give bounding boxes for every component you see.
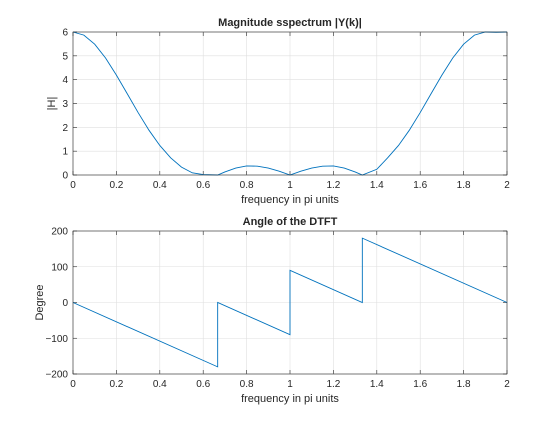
x-tick-label: 0.2: [109, 379, 123, 390]
x-axis-label: frequency in pi units: [241, 194, 339, 206]
x-tick-label: 2: [504, 379, 510, 390]
y-tick-label: 4: [62, 75, 68, 86]
x-tick-label: 0.4: [153, 379, 167, 390]
y-axis-label: |H|: [46, 97, 58, 111]
x-tick-label: 1.2: [326, 379, 340, 390]
y-tick-label: 3: [62, 99, 68, 110]
x-tick-label: 0.6: [196, 379, 210, 390]
x-tick-label: 1.4: [370, 379, 384, 390]
x-tick-label: 0.2: [109, 180, 123, 191]
x-tick-label: 0.4: [153, 180, 167, 191]
x-tick-label: 0: [70, 180, 76, 191]
y-tick-label: 100: [51, 262, 68, 273]
x-tick-label: 1.8: [457, 180, 471, 191]
y-tick-label: −200: [45, 370, 68, 381]
y-tick-label: −100: [45, 334, 68, 345]
x-tick-label: 1.8: [457, 379, 471, 390]
x-tick-label: 1.4: [370, 180, 384, 191]
y-tick-label: 0: [62, 298, 68, 309]
x-tick-label: 1.6: [413, 180, 427, 191]
x-tick-label: 1.2: [326, 180, 340, 191]
axes-box: [72, 31, 508, 176]
y-tick-label: 2: [62, 123, 68, 134]
axes-1: 0 0.2 0.4 0.6 0.8 1 1.2 1.4 1.6 1.8 2 0 1 2 3 4 5 6 Magnit…: [46, 17, 510, 206]
y-tick-label: 6: [62, 28, 68, 39]
y-tick-label: 1: [62, 147, 68, 158]
chart-title: Magnitude sspectrum |Y(k)|: [218, 17, 362, 29]
y-tick-label: 0: [62, 171, 68, 182]
x-axis-label: frequency in pi units: [241, 393, 339, 405]
x-tick-label: 0.6: [196, 180, 210, 191]
x-tick-label: 1.6: [413, 379, 427, 390]
y-axis-label: Degree: [34, 284, 46, 320]
chart-title: Angle of the DTFT: [243, 216, 338, 228]
y-tick-label: 5: [62, 51, 68, 62]
x-tick-label: 1: [287, 379, 293, 390]
y-tick-label: 200: [51, 227, 68, 238]
x-tick-label: 0.8: [240, 180, 254, 191]
x-tick-label: 0.8: [240, 379, 254, 390]
series-line: [72, 237, 508, 368]
x-tick-label: 0: [70, 379, 76, 390]
axes-box: [72, 230, 508, 375]
x-tick-label: 1: [287, 180, 293, 191]
axes-2: 0 0.2 0.4 0.6 0.8 1 1.2 1.4 1.6 1.8 2 −200 −100 0 100 2…: [34, 216, 510, 405]
x-tick-label: 2: [504, 180, 510, 191]
